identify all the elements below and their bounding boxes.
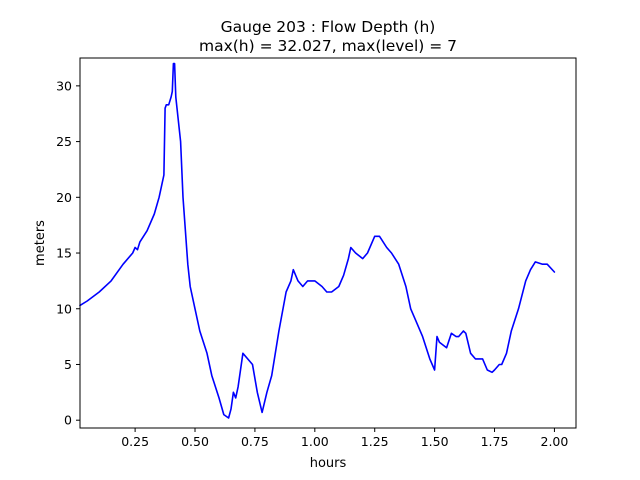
- x-tick-label: 1.75: [481, 434, 509, 449]
- x-tick-label: 2.00: [541, 434, 569, 449]
- x-tick-label: 1.00: [301, 434, 329, 449]
- x-tick-label: 1.50: [421, 434, 449, 449]
- chart-title: Gauge 203 : Flow Depth (h): [221, 18, 436, 36]
- x-tick-label: 0.75: [241, 434, 269, 449]
- x-tick-label: 1.25: [361, 434, 389, 449]
- plot-frame: [79, 57, 577, 429]
- y-tick-label: 15: [56, 246, 72, 261]
- y-axis-ticks: 0 5 10 15 20 25 30: [56, 78, 80, 428]
- y-tick-label: 5: [64, 357, 72, 372]
- y-tick-label: 10: [56, 301, 72, 316]
- y-tick-label: 25: [56, 134, 72, 149]
- y-axis-label: meters: [33, 220, 48, 266]
- x-axis-ticks: 0.25 0.50 0.75 1.00 1.25 1.50 1.75 2.00: [121, 428, 568, 449]
- x-tick-label: 0.50: [181, 434, 209, 449]
- series-layer: [79, 62, 556, 419]
- flow-depth-line: [79, 62, 556, 419]
- chart-subtitle: max(h) = 32.027, max(level) = 7: [199, 37, 457, 55]
- x-tick-label: 0.25: [121, 434, 149, 449]
- y-tick-label: 0: [64, 413, 72, 428]
- x-axis-label: hours: [310, 456, 347, 471]
- y-tick-label: 30: [56, 78, 72, 93]
- y-tick-label: 20: [56, 190, 72, 205]
